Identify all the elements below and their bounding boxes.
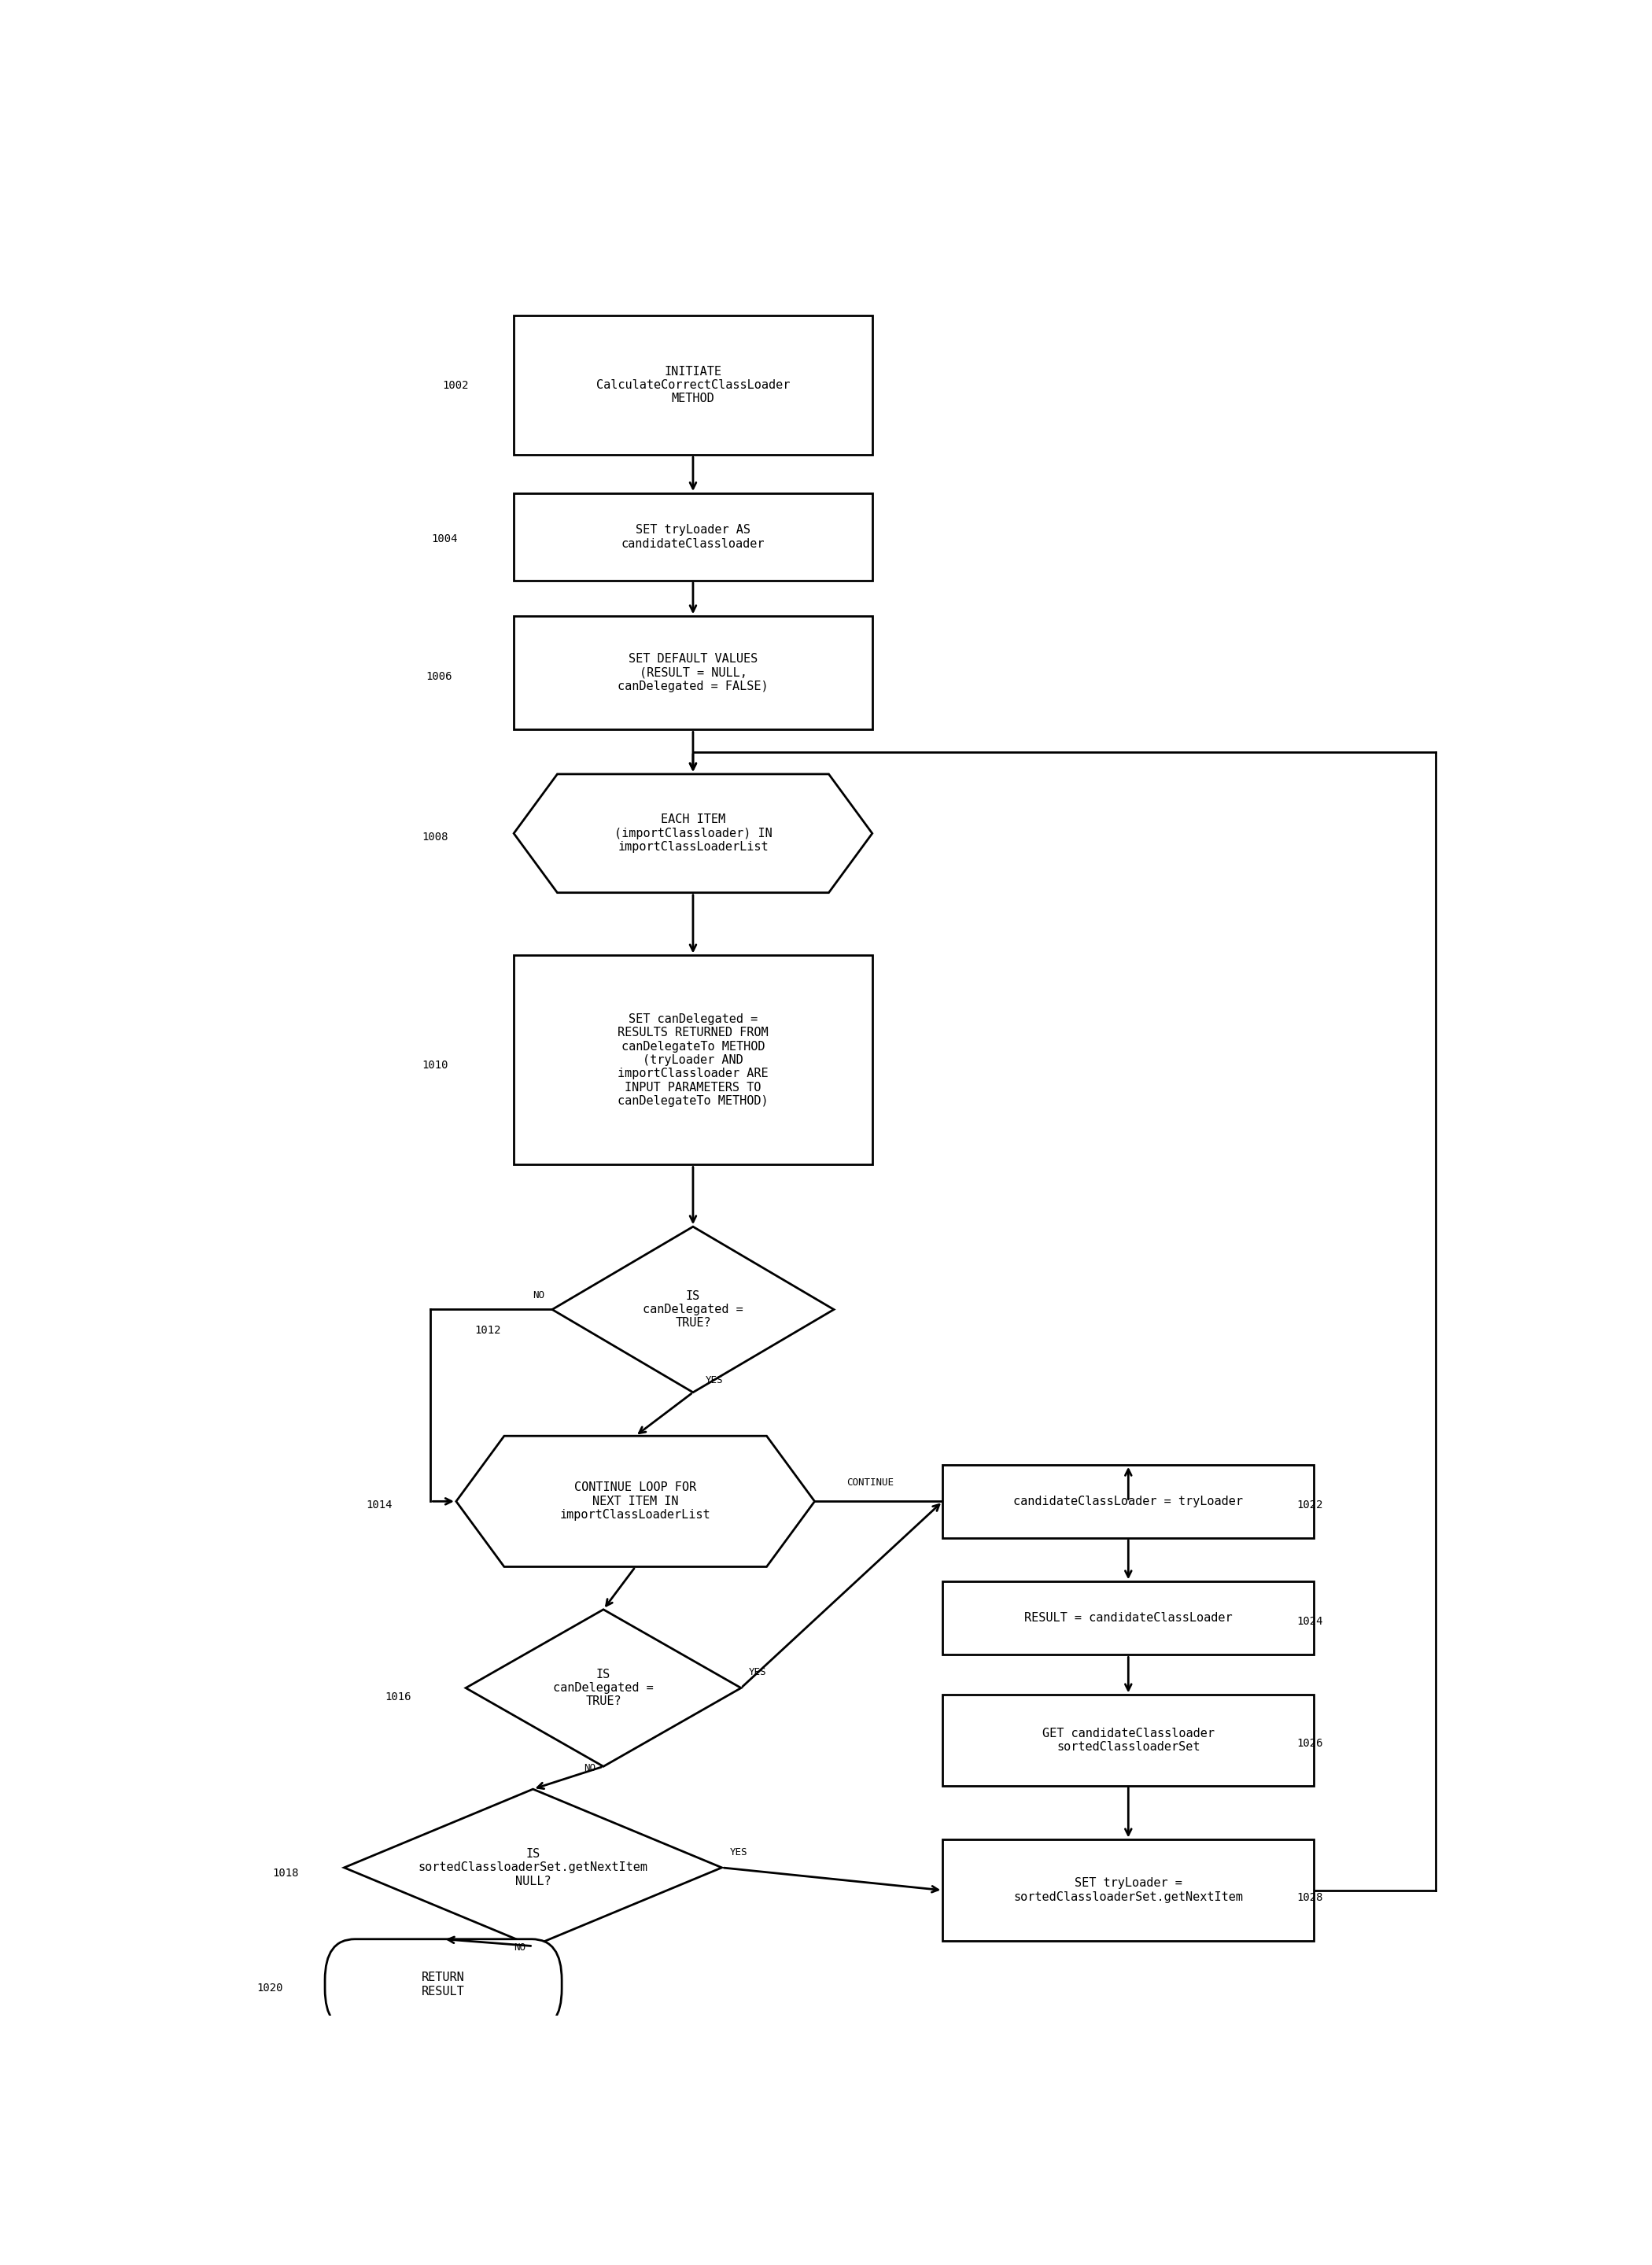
- Text: CONTINUE: CONTINUE: [846, 1477, 894, 1488]
- Text: YES: YES: [730, 1846, 747, 1857]
- Polygon shape: [344, 1789, 722, 1946]
- Text: NO: NO: [514, 1943, 525, 1952]
- Text: 1012: 1012: [474, 1325, 501, 1336]
- Text: 1014: 1014: [365, 1499, 392, 1511]
- FancyBboxPatch shape: [514, 956, 872, 1164]
- Text: SET tryLoader AS
candidateClassloader: SET tryLoader AS candidateClassloader: [621, 523, 765, 550]
- Text: NO: NO: [532, 1291, 545, 1300]
- FancyBboxPatch shape: [514, 616, 872, 729]
- Text: YES: YES: [748, 1667, 767, 1678]
- Text: RETURN
RESULT: RETURN RESULT: [421, 1973, 464, 1998]
- Text: NO: NO: [583, 1762, 596, 1773]
- Text: 1008: 1008: [423, 831, 448, 843]
- Text: CONTINUE LOOP FOR
NEXT ITEM IN
importClassLoaderList: CONTINUE LOOP FOR NEXT ITEM IN importCla…: [560, 1481, 710, 1520]
- Text: SET tryLoader =
sortedClassloaderSet.getNextItem: SET tryLoader = sortedClassloaderSet.get…: [1013, 1878, 1244, 1903]
- Text: 1016: 1016: [385, 1692, 411, 1703]
- Text: IS
canDelegated =
TRUE?: IS canDelegated = TRUE?: [643, 1291, 743, 1330]
- FancyBboxPatch shape: [943, 1581, 1313, 1656]
- Text: 1020: 1020: [258, 1982, 284, 1993]
- Polygon shape: [552, 1228, 834, 1393]
- Text: 1026: 1026: [1297, 1737, 1323, 1749]
- FancyBboxPatch shape: [943, 1694, 1313, 1785]
- Text: SET canDelegated =
RESULTS RETURNED FROM
canDelegateTo METHOD
(tryLoader AND
imp: SET canDelegated = RESULTS RETURNED FROM…: [618, 1012, 768, 1108]
- Text: 1004: 1004: [431, 532, 458, 544]
- Text: SET DEFAULT VALUES
(RESULT = NULL,
canDelegated = FALSE): SET DEFAULT VALUES (RESULT = NULL, canDe…: [618, 652, 768, 693]
- Text: 1006: 1006: [426, 670, 453, 682]
- Text: RESULT = candidateClassLoader: RESULT = candidateClassLoader: [1024, 1613, 1232, 1624]
- Text: 1022: 1022: [1297, 1499, 1323, 1511]
- Text: candidateClassLoader = tryLoader: candidateClassLoader = tryLoader: [1013, 1495, 1244, 1506]
- Polygon shape: [466, 1610, 742, 1767]
- FancyBboxPatch shape: [325, 1939, 562, 2029]
- Text: EACH ITEM
(importClassloader) IN
importClassLoaderList: EACH ITEM (importClassloader) IN importC…: [615, 813, 771, 854]
- Text: 1024: 1024: [1297, 1617, 1323, 1626]
- Text: IS
canDelegated =
TRUE?: IS canDelegated = TRUE?: [553, 1669, 654, 1708]
- Text: 1028: 1028: [1297, 1891, 1323, 1903]
- Text: 1002: 1002: [443, 381, 469, 390]
- Text: GET candidateClassloader
sortedClassloaderSet: GET candidateClassloader sortedClassload…: [1042, 1728, 1214, 1753]
- Text: YES: YES: [705, 1375, 724, 1386]
- Polygon shape: [456, 1436, 814, 1567]
- Polygon shape: [514, 775, 872, 892]
- FancyBboxPatch shape: [943, 1465, 1313, 1538]
- FancyBboxPatch shape: [943, 1839, 1313, 1941]
- Text: IS
sortedClassloaderSet.getNextItem
NULL?: IS sortedClassloaderSet.getNextItem NULL…: [418, 1848, 648, 1887]
- Text: INITIATE
CalculateCorrectClassLoader
METHOD: INITIATE CalculateCorrectClassLoader MET…: [596, 365, 790, 405]
- Text: 1018: 1018: [273, 1866, 299, 1878]
- Text: 1010: 1010: [423, 1060, 448, 1071]
- FancyBboxPatch shape: [514, 315, 872, 455]
- FancyBboxPatch shape: [514, 494, 872, 580]
